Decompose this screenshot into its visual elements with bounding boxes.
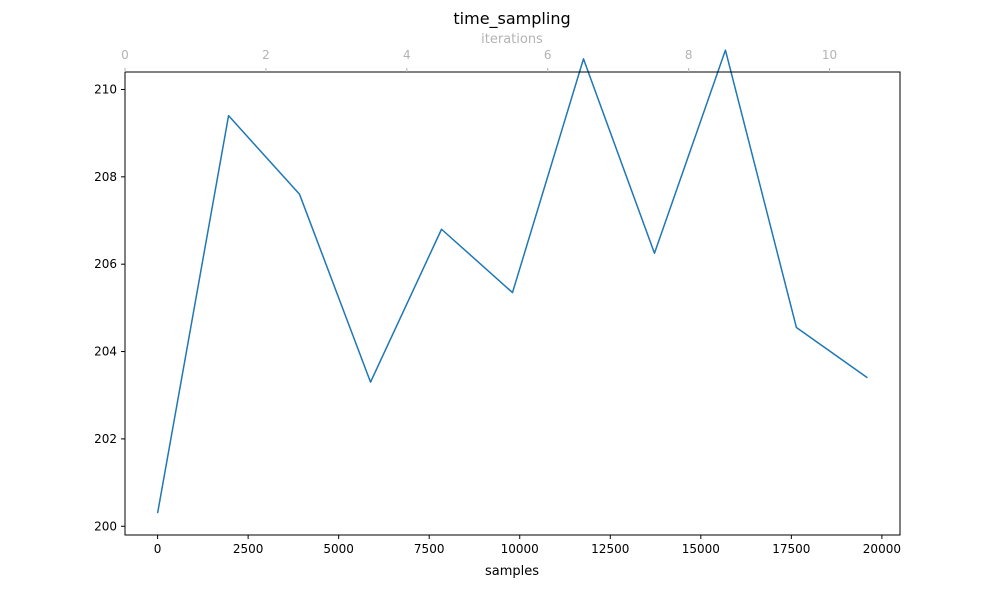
y-tick-label: 208: [94, 170, 117, 184]
y-tick-label: 206: [94, 257, 117, 271]
top-x-tick-label: 6: [544, 48, 552, 62]
x-tick-label: 0: [154, 542, 162, 556]
top-x-tick-label: 2: [262, 48, 270, 62]
x-tick-label: 17500: [772, 542, 810, 556]
plot-area: 0 2500 5000 7500 10000 12500 15000 17500 2000020…: [94, 48, 901, 556]
x-tick-label: 10000: [501, 542, 539, 556]
top-x-tick-label: 0: [121, 48, 129, 62]
chart-title: time_sampling: [453, 9, 570, 29]
y-tick-label: 200: [94, 519, 117, 533]
x-axis-label: samples: [485, 564, 539, 579]
x-tick-label: 2500: [233, 542, 264, 556]
top-x-tick-label: 8: [685, 48, 693, 62]
series-line-0: [156, 49, 868, 514]
x-tick-label: 12500: [591, 542, 629, 556]
x-tick-label: 5000: [323, 542, 354, 556]
x-tick-label: 15000: [682, 542, 720, 556]
y-tick-label: 210: [94, 82, 117, 96]
y-tick-label: 204: [94, 345, 117, 359]
x-tick-label: 20000: [863, 542, 901, 556]
y-tick-label: 202: [94, 432, 117, 446]
x-tick-label: 7500: [414, 542, 445, 556]
top-x-tick-label: 4: [403, 48, 411, 62]
axes-frame: [124, 71, 901, 536]
top-x-tick-label: 10: [822, 48, 837, 62]
top-x-axis-label: iterations: [481, 32, 543, 47]
